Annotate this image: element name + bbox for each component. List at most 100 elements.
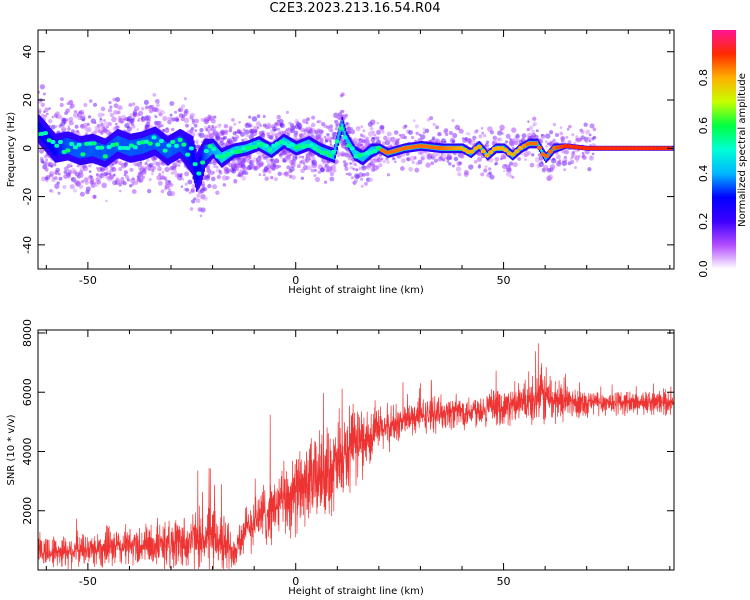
- heat-cell: [372, 130, 375, 134]
- heat-cell: [59, 139, 62, 156]
- peak-marker: [432, 145, 438, 150]
- heat-cell: [148, 162, 154, 168]
- heat-cell: [86, 141, 89, 158]
- heat-cell: [360, 184, 364, 188]
- heat-cell: [171, 127, 175, 132]
- heat-cell: [172, 139, 174, 156]
- peak-marker: [338, 126, 344, 131]
- heat-cell: [559, 131, 564, 136]
- heat-cell: [83, 177, 89, 183]
- heat-cell: [158, 172, 162, 176]
- heat-cell: [216, 165, 219, 169]
- heat-cell: [62, 138, 65, 155]
- heat-cell: [59, 103, 64, 108]
- heat-cell: [563, 155, 567, 160]
- peak-marker: [495, 146, 501, 151]
- heat-cell: [129, 140, 132, 157]
- heat-cell: [165, 127, 169, 131]
- peak-marker: [226, 152, 232, 157]
- heat-cell: [106, 143, 109, 160]
- heat-cell: [310, 122, 316, 128]
- heat-cell: [591, 152, 595, 156]
- heat-cell: [381, 130, 385, 134]
- heat-cell: [50, 164, 54, 168]
- peak-marker: [619, 146, 625, 151]
- heat-cell: [203, 187, 208, 192]
- heat-cell: [274, 164, 280, 170]
- heat-cell: [81, 179, 85, 184]
- heat-cell: [424, 128, 430, 133]
- heat-cell: [129, 184, 133, 188]
- heat-cell: [141, 175, 145, 179]
- heat-cell: [422, 131, 426, 135]
- heat-cell: [494, 161, 499, 166]
- heat-cell: [289, 166, 295, 172]
- heat-cell: [40, 159, 45, 163]
- heat-cell: [356, 143, 361, 148]
- heat-cell: [217, 149, 220, 160]
- heat-cell: [132, 110, 138, 116]
- heat-cell: [383, 135, 388, 141]
- heat-cell: [221, 175, 228, 181]
- heat-cell: [40, 123, 42, 140]
- heat-cell: [79, 191, 85, 197]
- heat-cell: [113, 173, 116, 176]
- heat-cell: [180, 136, 183, 153]
- heat-cell: [571, 156, 574, 159]
- heat-cell: [575, 159, 579, 163]
- heat-cell: [545, 145, 548, 148]
- heat-cell: [157, 120, 162, 125]
- heat-cell: [414, 167, 420, 173]
- peak-marker: [402, 146, 408, 151]
- peak-marker: [555, 145, 561, 150]
- heat-cell: [537, 153, 541, 157]
- heat-cell: [517, 157, 522, 161]
- heat-cell: [214, 145, 217, 157]
- heat-cell: [62, 185, 67, 190]
- heat-cell: [174, 164, 177, 168]
- heat-cell: [121, 120, 124, 124]
- heat-cell: [340, 151, 346, 157]
- heat-cell: [559, 126, 563, 129]
- heat-cell: [592, 127, 597, 132]
- heat-cell: [64, 118, 69, 122]
- peak-marker: [211, 147, 217, 152]
- heat-cell: [574, 166, 577, 170]
- heat-cell: [493, 140, 498, 145]
- heat-cell: [369, 126, 374, 131]
- peak-marker: [525, 141, 531, 146]
- heat-cell: [184, 139, 187, 158]
- heat-cell: [448, 162, 452, 166]
- heat-cell: [363, 153, 366, 162]
- snr-xtick-label: 0: [292, 575, 299, 588]
- heat-cell: [411, 160, 415, 164]
- snr-ytick-label: 8000: [21, 319, 34, 347]
- heat-cell: [343, 127, 346, 136]
- heat-cell: [368, 177, 374, 183]
- heat-cell: [314, 176, 321, 183]
- heat-cell: [353, 178, 359, 183]
- heat-cell: [458, 128, 464, 134]
- heat-cell: [44, 107, 49, 113]
- heat-cell: [532, 116, 537, 121]
- peak-marker: [417, 143, 423, 148]
- peak-marker: [342, 135, 348, 140]
- heat-cell: [39, 84, 46, 90]
- spectrogram-ytick-label: 0: [21, 145, 34, 152]
- heat-cell: [497, 130, 503, 136]
- heat-cell: [131, 124, 136, 129]
- peak-marker: [331, 149, 337, 154]
- peak-marker: [42, 131, 48, 136]
- heat-cell: [505, 165, 512, 172]
- heat-cell: [352, 147, 355, 156]
- peak-marker: [316, 148, 322, 153]
- heat-cell: [252, 125, 259, 132]
- colorbar-tick-label: 0.2: [697, 212, 710, 230]
- heat-cell: [389, 144, 393, 148]
- peak-marker: [222, 153, 228, 158]
- heat-cell: [212, 164, 217, 169]
- heat-cell: [87, 115, 92, 119]
- heat-cell: [264, 176, 269, 181]
- heat-cell: [131, 182, 135, 186]
- heat-cell: [310, 168, 315, 173]
